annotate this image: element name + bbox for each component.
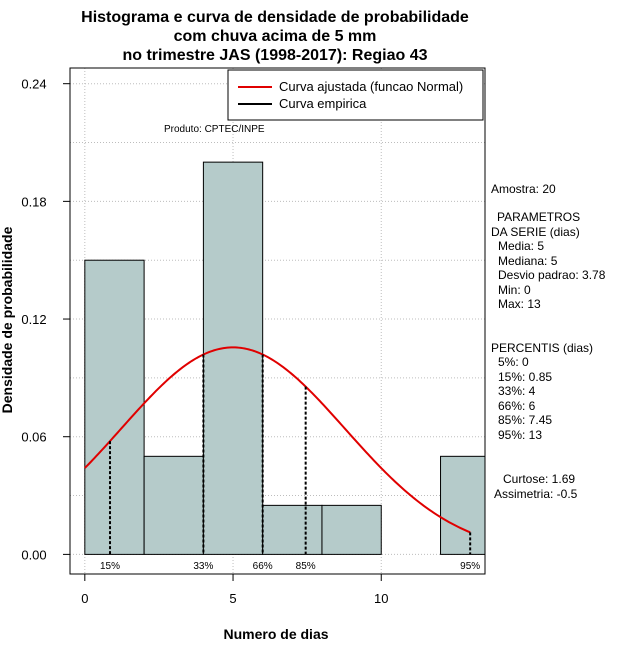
histogram-bar-3: [262, 504, 323, 555]
histogram-bar-0: [84, 259, 145, 555]
y-tick-label-4: 0.24: [21, 77, 46, 92]
legend: Curva ajustada (funcao Normal) Curva emp…: [227, 69, 484, 121]
histogram-bar-6: [440, 455, 486, 555]
percentile-label-3: 85%: [296, 561, 316, 572]
stat-max: Max: 13: [498, 297, 541, 311]
percentile-label-4: 95%: [460, 561, 480, 572]
percentile-lines: 15% 33% 66% 85% 95%: [100, 354, 480, 572]
legend-label-empirical: Curva empirica: [279, 96, 367, 111]
x-axis-title: Numero de dias: [223, 626, 328, 642]
stat-p95: 95%: 13: [498, 428, 542, 442]
stat-assimetria: Assimetria: -0.5: [494, 487, 578, 501]
product-label: Produto: CPTEC/INPE: [164, 124, 265, 135]
title-line-3: no trimestre JAS (1998-2017): Regiao 43: [122, 47, 427, 64]
stats-panel: Amostra: 20 PARAMETROS DA SERIE (dias) M…: [491, 182, 606, 501]
y-axis: 0.00 0.06 0.12 0.18 0.24: [21, 77, 70, 562]
histogram-bar-2: [202, 161, 264, 555]
histogram-bar-4: [321, 504, 382, 555]
x-tick-label-1: 5: [229, 591, 236, 606]
x-tick-label-0: 0: [81, 591, 88, 606]
stat-p85: 85%: 7.45: [498, 413, 552, 427]
histogram-bars: [84, 161, 486, 555]
stat-mediana: Mediana: 5: [498, 254, 558, 268]
percentile-label-2: 66%: [253, 561, 273, 572]
histogram-bar-1: [143, 455, 204, 555]
y-tick-label-1: 0.06: [21, 430, 46, 445]
stat-parametros-subheader: DA SERIE (dias): [491, 225, 580, 239]
y-axis-title: Densidade de probabilidade: [0, 226, 15, 413]
stat-p15: 15%: 0.85: [498, 370, 552, 384]
stat-media: Media: 5: [498, 239, 544, 253]
fitted-normal-curve: [84, 346, 471, 534]
x-axis: 0 5 10: [81, 574, 388, 606]
stat-p33: 33%: 4: [498, 384, 536, 398]
percentile-label-0: 15%: [100, 561, 120, 572]
normal-curve: [84, 346, 471, 534]
stat-desvio: Desvio padrao: 3.78: [498, 268, 606, 282]
x-tick-label-2: 10: [374, 591, 388, 606]
legend-label-fitted: Curva ajustada (funcao Normal): [279, 79, 463, 94]
stat-curtose: Curtose: 1.69: [503, 472, 575, 486]
stat-min: Min: 0: [498, 283, 531, 297]
stat-percentis-header: PERCENTIS (dias): [491, 341, 593, 355]
y-tick-label-3: 0.18: [21, 194, 46, 209]
title-line-1: Histograma e curva de densidade de proba…: [81, 9, 469, 26]
y-tick-label-0: 0.00: [21, 547, 46, 562]
plot-frame: [69, 67, 486, 575]
title-line-2: com chuva acima de 5 mm: [174, 28, 377, 45]
chart-title: Histograma e curva de densidade de proba…: [81, 9, 469, 64]
stat-amostra: Amostra: 20: [491, 182, 556, 196]
stat-p5: 5%: 0: [498, 355, 529, 369]
legend-box: [227, 69, 484, 121]
percentile-label-1: 33%: [193, 561, 213, 572]
stat-p66: 66%: 6: [498, 399, 536, 413]
stat-parametros-header: PARAMETROS: [497, 210, 580, 224]
y-tick-label-2: 0.12: [21, 312, 46, 327]
